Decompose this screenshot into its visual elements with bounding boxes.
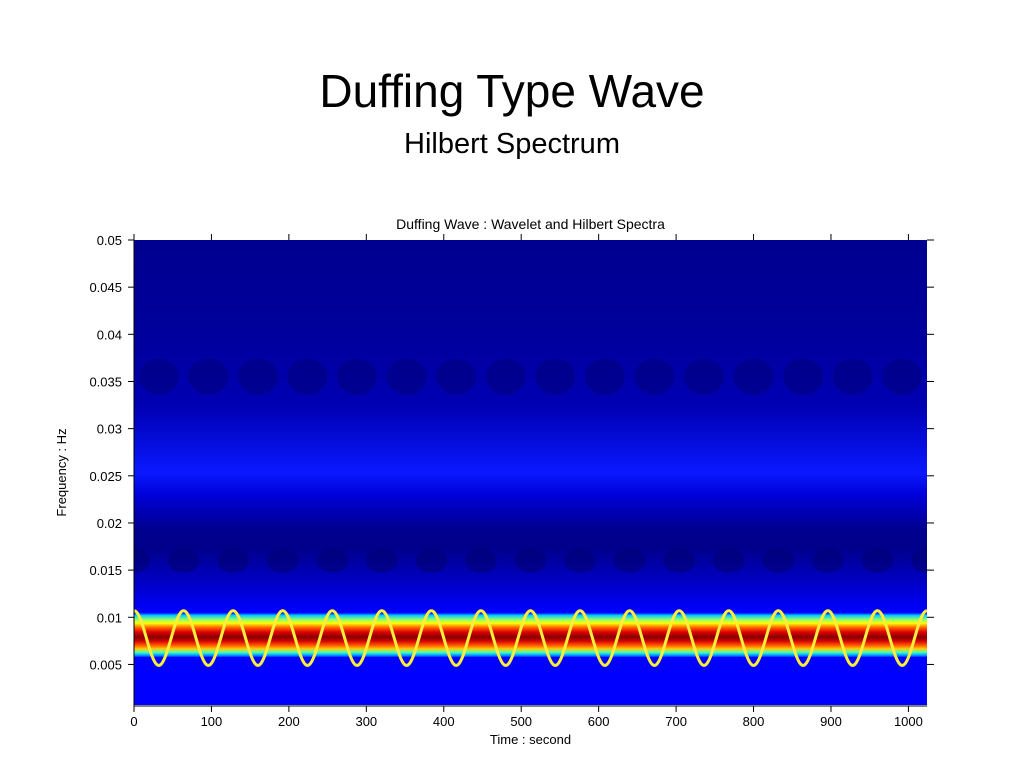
x-tick-label: 400	[433, 714, 455, 729]
spectral-texture-upper	[287, 358, 328, 395]
spectral-texture-lower	[762, 548, 795, 573]
x-tick-label: 1000	[894, 714, 923, 729]
spectral-texture-upper	[832, 358, 873, 395]
spectral-texture-upper	[584, 358, 625, 395]
x-tick-label: 700	[665, 714, 687, 729]
spectral-texture-upper	[485, 358, 526, 395]
y-tick-label: 0.015	[89, 563, 122, 578]
hilbert-frequency-line	[134, 609, 927, 667]
spectral-texture-upper	[436, 358, 477, 395]
slide-subtitle: Hilbert Spectrum	[404, 128, 620, 160]
slide-title: Duffing Type Wave	[319, 65, 705, 117]
spectral-texture-lower	[316, 548, 349, 573]
spectral-texture-upper	[981, 359, 1021, 395]
spectral-texture-lower	[811, 548, 844, 573]
y-tick-label: 0.005	[89, 657, 122, 672]
y-tick-label: 0.045	[89, 280, 122, 295]
spectral-texture-lower	[134, 548, 150, 573]
y-tick-label: 0.035	[89, 374, 122, 389]
spectral-texture-lower	[961, 549, 993, 573]
spectral-texture-upper	[237, 358, 278, 395]
x-tick-label: 900	[820, 714, 842, 729]
x-tick-label: 600	[588, 714, 610, 729]
spectral-texture-upper	[337, 358, 378, 395]
spectral-texture-lower	[266, 548, 299, 573]
spectral-texture-lower	[217, 548, 250, 573]
spectral-texture-upper	[188, 358, 229, 395]
y-tick-label: 0.03	[97, 422, 122, 437]
spectral-texture-lower	[663, 548, 696, 573]
spectral-texture-lower	[415, 548, 448, 573]
spectral-texture-lower	[464, 548, 497, 573]
spectral-texture-lower	[911, 548, 927, 573]
spectral-texture-lower	[167, 548, 200, 573]
y-tick-label: 0.025	[89, 469, 122, 484]
x-axis-label: Time : second	[490, 732, 571, 747]
x-tick-label: 500	[510, 714, 532, 729]
y-tick-label: 0.01	[97, 610, 122, 625]
spectral-texture-lower	[564, 548, 597, 573]
chart-title: Duffing Wave : Wavelet and Hilbert Spect…	[396, 216, 665, 232]
spectral-texture-upper	[138, 358, 179, 395]
spectral-texture-lower	[861, 548, 894, 573]
x-tick-label: 200	[278, 714, 300, 729]
spectral-texture-upper	[683, 358, 724, 395]
y-tick-label: 0.04	[97, 327, 122, 342]
spectral-texture-lower	[514, 548, 547, 573]
spectral-texture-upper	[634, 358, 675, 395]
x-tick-label: 0	[130, 714, 137, 729]
spectral-energy-band	[134, 612, 927, 657]
spectral-texture-lower	[613, 548, 646, 573]
spectral-texture-lower	[365, 548, 398, 573]
x-tick-label: 300	[355, 714, 377, 729]
spectral-texture-upper	[535, 358, 576, 395]
spectral-texture-upper	[386, 358, 427, 395]
y-tick-label: 0.05	[97, 233, 122, 248]
spectral-texture-upper	[783, 358, 824, 395]
spectral-texture-upper	[733, 358, 774, 395]
spectral-texture-lower	[712, 548, 745, 573]
spectral-texture-upper	[882, 358, 923, 395]
spectral-texture-upper	[932, 359, 972, 395]
y-tick-label: 0.02	[97, 516, 122, 531]
x-tick-label: 800	[743, 714, 765, 729]
y-axis-label: Frequency : Hz	[54, 428, 69, 516]
x-tick-label: 100	[201, 714, 223, 729]
